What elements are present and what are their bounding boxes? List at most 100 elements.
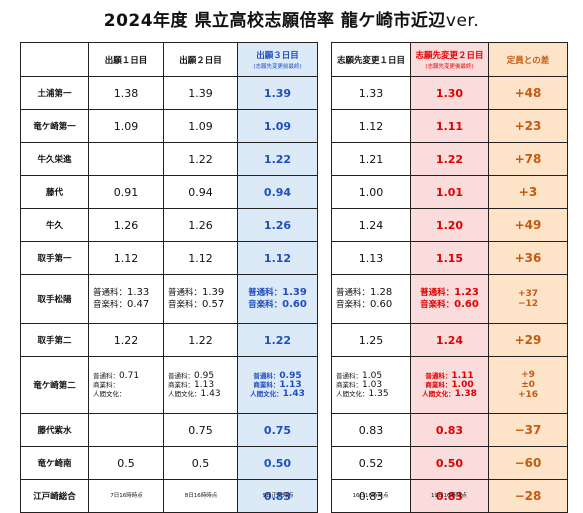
header-row: 出願１日目 出願２日目 出願３日目 (志願先変更前最終) (20, 42, 318, 77)
table-row: 竜ケ崎南 0.5 0.5 0.50 (20, 446, 318, 480)
course-line: 人間文化：1.38 (422, 388, 477, 399)
table-row: 0.83 0.83 −37 (331, 413, 568, 447)
footnote-day3: 9日正午時点 (262, 493, 294, 499)
table-row: 牛久 1.26 1.26 1.26 (20, 208, 318, 242)
header-day1: 出願１日目 (88, 42, 164, 77)
table-row: 1.24 1.20 +49 (331, 208, 568, 242)
ratio-change1: 1.13 (331, 241, 411, 275)
school-name: 竜ケ崎南 (20, 446, 89, 480)
capacity-diff: +78 (488, 142, 568, 176)
ratio-day1: 0.91 (88, 175, 164, 209)
ratio-change2: 1.01 (410, 175, 489, 209)
capacity-diff: +23 (488, 109, 568, 143)
course-line: 普通科：0.95 (253, 370, 302, 381)
ratio-change2: 1.22 (410, 142, 489, 176)
change-table: 志願先変更１日目 志願先変更２日目 (志願先変更後最終) 定員との差 1.33 1… (331, 42, 568, 513)
ratio-change2: 普通科：1.11 商業科：1.00 人間文化：1.38 (410, 356, 489, 414)
table-row: 牛久栄進 1.22 1.22 (20, 142, 318, 176)
ratio-day1: 普通科：1.33 音楽科：0.47 (88, 274, 164, 324)
school-name: 牛久 (20, 208, 89, 242)
ratio-change2: 0.83 (410, 413, 489, 447)
application-table: 出願１日目 出願２日目 出願３日目 (志願先変更前最終) 土浦第一 1.38 1.… (20, 42, 318, 513)
course-line: 商業科：1.00 (425, 379, 474, 390)
ratio-change2: 1.30 (410, 76, 489, 110)
ratio-day2: 1.22 (163, 142, 238, 176)
ratio-day2: 普通科：1.39 音楽科：0.57 (163, 274, 238, 324)
ratio-day3: 1.39 (237, 76, 318, 110)
table-row: 1.33 1.30 +48 (331, 76, 568, 110)
ratio-day3: 1.12 (237, 241, 318, 275)
ratio-change1: 0.83 (331, 413, 411, 447)
capacity-diff: +3 (488, 175, 568, 209)
ratio-day2: 1.39 (163, 76, 238, 110)
header-change2: 志願先変更２日目 (志願先変更後最終) (410, 42, 489, 77)
course-line: 音楽科：0.47 (93, 299, 150, 310)
ratio-change1: 1.12 (331, 109, 411, 143)
school-name: 土浦第一 (20, 76, 89, 110)
capacity-diff: +29 (488, 323, 568, 357)
header-change2-label: 志願先変更２日目 (415, 51, 484, 61)
table-row: 1.13 1.15 +36 (331, 241, 568, 275)
ratio-day1 (88, 479, 164, 513)
footnote-change1: 16日16時時点 (352, 493, 389, 499)
header-blank (20, 42, 89, 77)
course-line: 音楽科：0.60 (248, 299, 307, 310)
course-line: 人間文化：1.43 (168, 388, 221, 399)
ratio-change1: 1.00 (331, 175, 411, 209)
ratio-day2: 0.75 (163, 413, 238, 447)
table-row: 1.00 1.01 +3 (331, 175, 568, 209)
diff-line: ±0 (521, 380, 535, 390)
course-line: 普通科：0.95 (168, 370, 215, 381)
course-line: 商業科：1.13 (253, 379, 302, 390)
table-row: 土浦第一 1.38 1.39 1.39 (20, 76, 318, 110)
ratio-day2: 1.09 (163, 109, 238, 143)
table-row: 0.83 0.83 −28 (331, 479, 568, 513)
ratio-day1: 1.12 (88, 241, 164, 275)
ratio-day1: 普通科：0.71 商業科： 人間文化： (88, 356, 164, 414)
course-line: 普通科：1.39 (248, 287, 307, 298)
table-row: 取手第二 1.22 1.22 1.22 (20, 323, 318, 357)
ratio-change2: 1.15 (410, 241, 489, 275)
ratio-change2: 0.50 (410, 446, 489, 480)
ratio-day3: 0.94 (237, 175, 318, 209)
title-main: 2024年度 県立高校志願倍率 龍ケ崎市近辺 (103, 11, 446, 31)
capacity-diff: +36 (488, 241, 568, 275)
ratio-day3: 普通科：0.95 商業科：1.13 人間文化：1.43 (237, 356, 318, 414)
ratio-day2: 1.22 (163, 323, 238, 357)
school-name: 取手第一 (20, 241, 89, 275)
header-day3: 出願３日目 (志願先変更前最終) (237, 42, 318, 77)
ratio-change2: 1.24 (410, 323, 489, 357)
school-name: 藤代紫水 (20, 413, 89, 447)
table-row: 竜ケ崎第一 1.09 1.09 1.09 (20, 109, 318, 143)
header-day3-sub: (志願先変更前最終) (253, 64, 302, 70)
ratio-day3: 普通科：1.39 音楽科：0.60 (237, 274, 318, 324)
table-row: 1.25 1.24 +29 (331, 323, 568, 357)
ratio-day3: 1.22 (237, 142, 318, 176)
ratio-day1: 1.26 (88, 208, 164, 242)
header-day3-label: 出願３日目 (256, 51, 299, 61)
table-row: 藤代紫水 0.75 0.75 (20, 413, 318, 447)
course-line: 人間文化：1.35 (336, 388, 389, 399)
table-row: 藤代 0.91 0.94 0.94 (20, 175, 318, 209)
course-line: 商業科： (93, 380, 119, 389)
capacity-diff: −60 (488, 446, 568, 480)
table-row: 取手松陽 普通科：1.33 音楽科：0.47 普通科：1.39 音楽科：0.57… (20, 274, 318, 324)
ratio-change2: 1.20 (410, 208, 489, 242)
school-name: 竜ケ崎第一 (20, 109, 89, 143)
ratio-day1 (88, 413, 164, 447)
ratio-change1: 普通科：1.28 音楽科：0.60 (331, 274, 411, 324)
school-name: 牛久栄進 (20, 142, 89, 176)
table-row: 竜ケ崎第二 普通科：0.71 商業科： 人間文化： 普通科：0.95 商業科：1… (20, 356, 318, 414)
school-name: 取手第二 (20, 323, 89, 357)
ratio-day3: 0.83 (237, 479, 318, 513)
course-line: 普通科：0.71 (93, 370, 140, 381)
header-day2: 出願２日目 (163, 42, 238, 77)
ratio-day3: 0.50 (237, 446, 318, 480)
ratio-day2: 0.5 (163, 446, 238, 480)
table-row: 0.52 0.50 −60 (331, 446, 568, 480)
footnote-day2: 8日16時時点 (184, 493, 218, 499)
ratio-day2: 1.12 (163, 241, 238, 275)
diff-line: +16 (517, 390, 539, 400)
ratio-day3: 1.09 (237, 109, 318, 143)
table-row: 普通科：1.28 音楽科：0.60 普通科：1.23 音楽科：0.60 +37 … (331, 274, 568, 324)
